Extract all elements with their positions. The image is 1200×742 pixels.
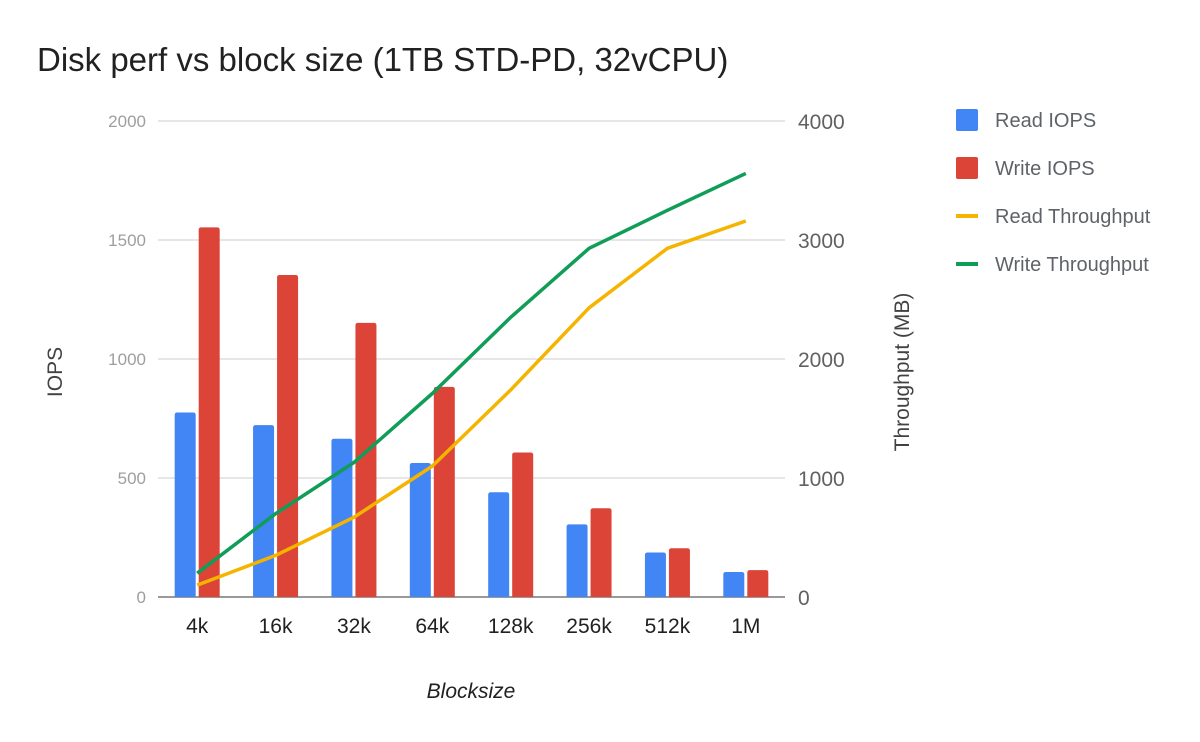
bar-read-iops: [644, 552, 666, 597]
legend-swatch: [956, 157, 978, 179]
chart-title: Disk perf vs block size (1TB STD-PD, 32v…: [37, 41, 728, 78]
x-tick-label: 256k: [566, 615, 612, 638]
x-tick-label: 16k: [259, 615, 293, 638]
x-tick-label: 64k: [415, 615, 449, 638]
y2-tick-label: 1000: [798, 468, 845, 491]
y-axis-label: IOPS: [44, 347, 67, 397]
line-write-throughput: [196, 171, 747, 575]
bar-write-iops: [590, 508, 612, 597]
legend-swatch: [956, 109, 978, 131]
legend-label: Read Throughput: [995, 206, 1151, 228]
bar-write-iops: [433, 386, 455, 597]
bar-read-iops: [723, 572, 745, 597]
bar-read-iops: [253, 425, 275, 597]
ticks: 0 500 1000 1500 2000 0 1000 2000 3000 4000 4k 16k 32…: [108, 111, 845, 638]
y-tick-label: 1000: [108, 350, 146, 369]
legend-swatch: [956, 214, 978, 218]
legend: Read IOPS Write IOPS Read Throughput Write …: [956, 109, 1151, 276]
x-tick-label: 4k: [186, 615, 209, 638]
bar-write-iops: [198, 227, 220, 598]
y2-tick-label: 4000: [798, 111, 845, 134]
gridlines: [158, 120, 785, 598]
x-tick-label: 1M: [731, 615, 760, 638]
bar-read-iops: [566, 524, 588, 597]
line-read-throughput: [196, 219, 747, 587]
legend-label: Read IOPS: [995, 110, 1096, 132]
y-tick-label: 0: [137, 588, 146, 607]
x-axis-label: Blocksize: [427, 680, 516, 703]
y2-tick-label: 3000: [798, 230, 845, 253]
bar-write-iops: [277, 274, 299, 597]
bar-read-iops: [409, 463, 431, 597]
legend-label: Write IOPS: [995, 158, 1095, 180]
bars: [174, 227, 769, 598]
legend-label: Write Throughput: [995, 254, 1149, 276]
bar-read-iops: [331, 438, 353, 597]
y-tick-label: 2000: [108, 112, 146, 131]
lines: [196, 171, 747, 587]
bar-write-iops: [747, 570, 769, 597]
bar-read-iops: [488, 492, 510, 597]
y-tick-label: 500: [118, 469, 146, 488]
legend-swatch: [956, 262, 978, 266]
bar-write-iops: [512, 452, 534, 597]
y2-axis-label: Throughput (MB): [891, 293, 914, 452]
x-tick-label: 32k: [337, 615, 371, 638]
x-tick-label: 512k: [645, 615, 691, 638]
y-tick-label: 1500: [108, 231, 146, 250]
y2-tick-label: 2000: [798, 349, 845, 372]
bar-write-iops: [355, 322, 377, 597]
bar-write-iops: [668, 548, 690, 597]
x-tick-label: 128k: [488, 615, 534, 638]
y2-tick-label: 0: [798, 587, 810, 610]
bar-read-iops: [174, 412, 196, 597]
